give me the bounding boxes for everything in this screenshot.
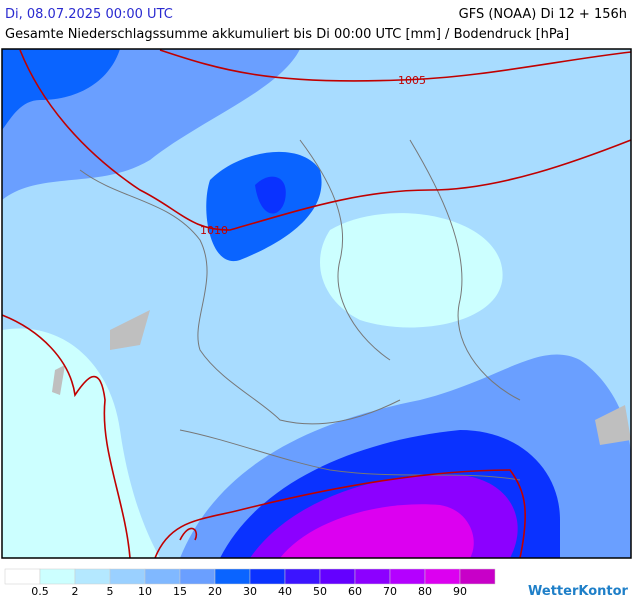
precip-area (255, 176, 286, 214)
isobar (159, 49, 632, 82)
legend-swatch (249, 568, 286, 585)
legend-label: 10 (138, 585, 152, 598)
legend-swatch (39, 568, 76, 585)
legend-label: 70 (383, 585, 397, 598)
legend-label: 40 (278, 585, 292, 598)
legend-swatch (389, 568, 426, 585)
map: 1005 1010 (1, 48, 632, 559)
legend-swatch (214, 568, 251, 585)
legend-label: 2 (72, 585, 79, 598)
precip-area (280, 504, 474, 558)
legend-swatch (354, 568, 391, 585)
map-frame (1, 48, 632, 559)
border-lines (79, 139, 521, 481)
legend-swatch (319, 568, 356, 585)
legend-swatch (109, 568, 146, 585)
brand: WetterKontor (528, 584, 629, 599)
legend-swatch (144, 568, 181, 585)
legend-swatch (424, 568, 461, 585)
isobar (154, 469, 526, 559)
legend-swatch (459, 568, 496, 585)
isobar-label: 1005 (398, 74, 426, 87)
precip-area (2, 49, 120, 130)
subtitle: Gesamte Niederschlagssumme akkumuliert b… (5, 27, 569, 42)
legend-swatch (4, 568, 41, 585)
legend-label: 90 (453, 585, 467, 598)
date-label: Di, 08.07.2025 00:00 UTC (5, 7, 173, 22)
legend-swatch (74, 568, 111, 585)
legend-label: 0.5 (31, 585, 49, 598)
legend-label: 20 (208, 585, 222, 598)
legend: 0.5 2 5 10 15 20 30 40 50 60 70 80 90 (4, 568, 496, 598)
isobar-label: 1010 (200, 224, 228, 237)
legend-label: 5 (107, 585, 114, 598)
legend-label: 50 (313, 585, 327, 598)
legend-label: 60 (348, 585, 362, 598)
legend-label: 15 (173, 585, 187, 598)
isobar (19, 49, 632, 231)
legend-label: 80 (418, 585, 432, 598)
model-label: GFS (NOAA) Di 12 + 156h (459, 7, 627, 22)
legend-swatch (179, 568, 216, 585)
isobar (1, 314, 131, 559)
legend-swatch (284, 568, 321, 585)
legend-label: 30 (243, 585, 257, 598)
